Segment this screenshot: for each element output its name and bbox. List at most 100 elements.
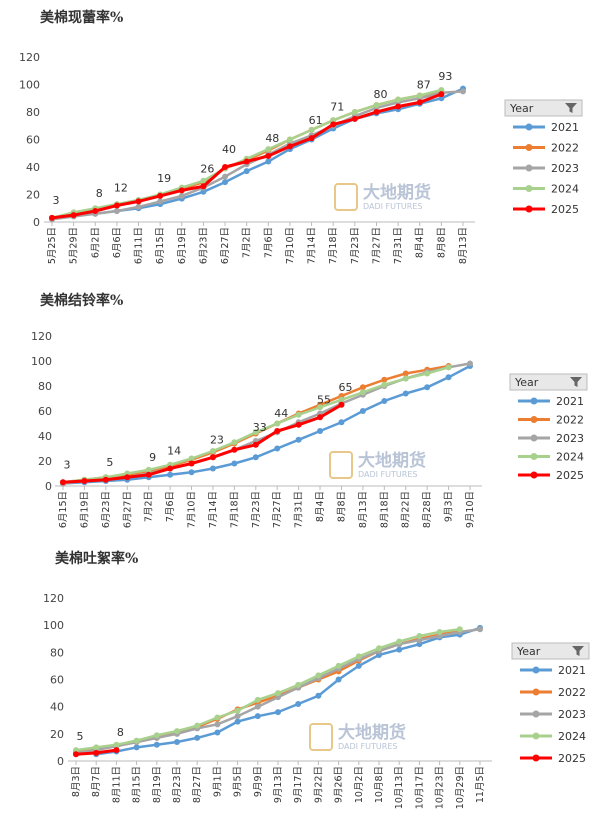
series-point	[265, 158, 272, 165]
series-point	[436, 628, 443, 635]
series-point	[355, 653, 362, 660]
x-tick-label: 8月11日	[111, 766, 122, 803]
y-tick-label: 40	[26, 161, 40, 174]
y-tick-label: 20	[26, 189, 40, 202]
series-point	[188, 455, 195, 462]
series-point	[317, 428, 324, 434]
y-tick-label: 60	[50, 674, 64, 687]
legend-marker	[532, 732, 540, 740]
legend-header	[511, 642, 590, 660]
x-tick-label: 8月27日	[192, 766, 203, 803]
series-point	[113, 202, 120, 209]
x-tick-label: 8月15日	[132, 766, 143, 803]
series-point	[467, 360, 473, 367]
series-point	[222, 179, 229, 186]
x-tick-label: 6月15日	[58, 491, 69, 528]
series-point	[424, 370, 431, 377]
series-point	[214, 714, 221, 721]
data-label: 71	[330, 100, 344, 113]
series-point	[252, 441, 259, 448]
x-tick-label: 10月13日	[394, 766, 405, 809]
legend-label: 2023	[558, 708, 586, 721]
legend-filter-icon	[565, 103, 577, 113]
data-label: 8	[117, 726, 124, 739]
data-label: 3	[64, 458, 71, 471]
data-label: 9	[149, 451, 156, 464]
series-point	[438, 87, 445, 93]
watermark-logo	[329, 451, 353, 479]
series-point	[174, 728, 180, 735]
series-line	[62, 364, 471, 485]
series-point	[395, 96, 402, 103]
series-point	[295, 700, 302, 707]
y-tick-label: 80	[26, 106, 40, 119]
series-point	[317, 414, 324, 421]
series-point	[416, 99, 423, 106]
x-tick-label: 9月22日	[313, 766, 324, 803]
watermark: 大地期货	[338, 722, 406, 743]
data-label: 26	[200, 162, 214, 175]
series-point	[167, 471, 174, 478]
x-tick-label: 7月23日	[251, 491, 262, 528]
series-point	[81, 478, 88, 484]
legend-marker	[525, 185, 533, 192]
legend-label: 2022	[556, 414, 584, 427]
legend-header	[509, 373, 588, 391]
series-point	[254, 696, 261, 703]
series-point	[135, 203, 142, 210]
chart-title: 美棉吐絮率%	[55, 550, 138, 567]
data-label: 48	[265, 132, 279, 145]
series-point	[315, 672, 322, 679]
series-point	[167, 465, 174, 472]
x-tick-label: 6月27日	[220, 227, 231, 264]
series-point	[222, 164, 229, 170]
x-tick-label: 7月14日	[307, 227, 318, 264]
series-point	[70, 212, 77, 219]
series-point	[174, 738, 180, 745]
series-point	[188, 460, 195, 467]
x-tick-label: 9月5日	[233, 766, 244, 797]
y-tick-label: 60	[38, 405, 52, 418]
series-point	[214, 729, 221, 736]
series-point	[73, 751, 79, 758]
x-tick-label: 7月31日	[294, 491, 305, 528]
series-point	[252, 454, 259, 461]
x-tick-label: 6月23日	[198, 227, 209, 264]
series-point	[209, 454, 216, 461]
legend-header	[504, 99, 583, 117]
x-tick-label: 7月27日	[371, 227, 382, 264]
series-point	[335, 676, 342, 683]
x-tick-label: 8月13日	[458, 227, 469, 264]
series-point	[286, 136, 293, 143]
series-point	[113, 741, 120, 748]
data-label: 61	[309, 114, 323, 127]
series-point	[133, 737, 140, 744]
x-tick-label: 6月6日	[112, 227, 123, 258]
series-point	[157, 198, 164, 205]
y-tick-label: 100	[19, 79, 40, 92]
y-tick-label: 20	[38, 455, 52, 468]
legend-title: Year	[509, 102, 534, 115]
x-tick-label: 7月27日	[272, 491, 283, 528]
x-tick-label: 7月10日	[285, 227, 296, 264]
x-tick-label: 7月2日	[144, 491, 155, 522]
series-point	[194, 734, 201, 741]
x-tick-label: 11月5日	[475, 766, 486, 803]
x-tick-label: 10月8日	[374, 766, 385, 803]
series-point	[338, 396, 345, 403]
legend-marker	[530, 471, 538, 479]
series-point	[359, 408, 366, 414]
x-tick-label: 8月4日	[315, 491, 326, 522]
series-point	[396, 638, 403, 645]
series-point	[274, 445, 281, 452]
series-point	[308, 126, 315, 133]
y-tick-label: 0	[45, 480, 52, 493]
series-point	[265, 153, 272, 159]
x-tick-label: 9月9日	[253, 766, 264, 797]
series-point	[308, 135, 315, 142]
y-tick-label: 120	[43, 592, 64, 605]
data-label: 44	[274, 407, 288, 420]
series-point	[92, 208, 99, 214]
legend-marker	[530, 416, 538, 423]
series-point	[231, 446, 238, 453]
